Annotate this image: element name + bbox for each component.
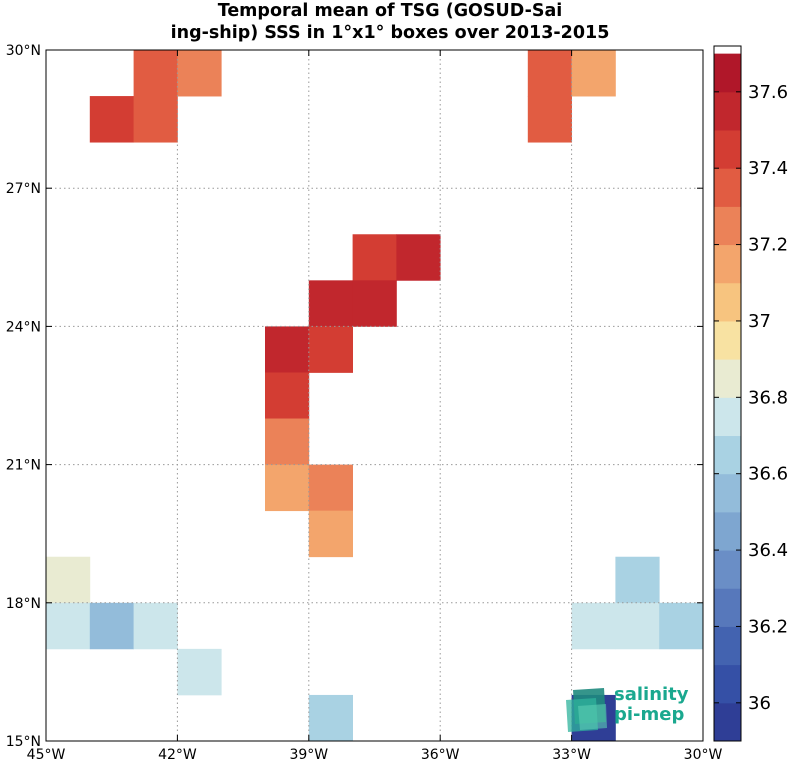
salinity-cell — [352, 234, 397, 281]
colorbar-swatch — [714, 435, 741, 475]
y-tick-label: 24°N — [6, 319, 41, 335]
map-frame — [45, 49, 704, 742]
colorbar-swatch — [714, 168, 741, 207]
x-axis: 45°W 42°W 39°W 36°W 33°W 30°W — [27, 50, 723, 763]
salinity-cell — [133, 50, 178, 97]
colorbar-tick-label: 37.2 — [748, 235, 788, 256]
salinity-pi-mep-logo: salinity pi-mep — [566, 684, 689, 732]
salinity-cell — [308, 280, 353, 327]
salinity-cell — [527, 96, 572, 143]
colorbar-tick-label: 36.2 — [748, 616, 788, 637]
colorbar-frame — [713, 45, 742, 742]
salinity-cell — [659, 602, 704, 650]
x-tick-label: 36°W — [421, 747, 460, 763]
salinity-cell — [177, 50, 222, 97]
salinity-cell — [352, 280, 397, 327]
colorbar-swatch — [714, 320, 741, 360]
colorbar-tick-label: 36 — [748, 693, 771, 714]
x-tick-label: 39°W — [289, 747, 328, 763]
salinity-cell — [265, 372, 310, 419]
x-tick-label: 33°W — [552, 747, 591, 763]
y-tick-label: 27°N — [6, 181, 41, 197]
salinity-cell — [396, 234, 441, 281]
colorbar-swatch — [714, 702, 741, 742]
y-tick-label: 15°N — [6, 734, 41, 750]
salinity-cell — [571, 50, 616, 97]
salinity-cell — [527, 50, 572, 97]
colorbar-swatch — [714, 53, 741, 93]
chart-title-line-1: Temporal mean of TSG (GOSUD-Sai — [217, 1, 563, 21]
logo-mark — [566, 688, 607, 732]
salinity-cells — [46, 50, 704, 742]
salinity-cell — [308, 694, 353, 742]
salinity-cell — [308, 326, 353, 373]
salinity-cell — [46, 602, 91, 650]
salinity-cell — [615, 556, 660, 604]
colorbar-swatch — [714, 282, 741, 322]
salinity-cell — [89, 602, 134, 650]
colorbar-tick-label: 36.8 — [748, 387, 788, 408]
y-tick-label: 30°N — [6, 43, 41, 59]
colorbar-swatch — [714, 397, 741, 437]
salinity-cell — [265, 418, 310, 465]
x-tick-label: 30°W — [684, 747, 723, 763]
salinity-cell — [46, 556, 91, 604]
x-tick-label: 42°W — [158, 747, 197, 763]
salinity-cell — [571, 602, 616, 650]
colorbar-swatch — [714, 588, 741, 627]
colorbar-swatch — [714, 359, 741, 398]
y-tick-label: 18°N — [6, 596, 41, 612]
y-tick-label: 21°N — [6, 458, 41, 474]
logo-text-salinity: salinity — [614, 684, 689, 705]
salinity-cell — [177, 648, 222, 696]
salinity-cell — [89, 96, 134, 143]
salinity-cell — [133, 96, 178, 143]
x-tick-label: 45°W — [27, 747, 66, 763]
dotted-grid — [46, 50, 703, 741]
salinity-cell — [308, 510, 353, 558]
logo-text-pi-mep: pi-mep — [614, 704, 684, 725]
colorbar-tick-label: 37.6 — [748, 82, 788, 103]
chart-title-line-2: ing-ship) SSS in 1°x1° boxes over 2013-2… — [170, 23, 610, 43]
colorbar-swatch — [714, 511, 741, 551]
colorbar-swatch — [714, 473, 741, 513]
colorbar-tick-label: 36.4 — [748, 540, 788, 561]
salinity-cell — [133, 602, 178, 650]
salinity-cell — [615, 602, 660, 650]
colorbar-tick-label: 37 — [748, 311, 771, 332]
colorbar-swatch — [714, 664, 741, 704]
y-axis: 15°N 18°N 21°N 24°N 27°N 30°N — [6, 43, 703, 750]
colorbar: 36 36.2 36.4 36.6 36.8 37 37.2 37.4 37.6 — [713, 45, 788, 742]
colorbar-swatch — [714, 626, 741, 666]
colorbar-swatch — [714, 244, 741, 284]
colorbar-swatch — [714, 550, 741, 589]
colorbar-tick-label: 37.4 — [748, 158, 788, 179]
colorbar-tick-label: 36.6 — [748, 464, 788, 485]
colorbar-swatch — [714, 130, 741, 169]
salinity-cell — [265, 464, 310, 512]
colorbar-swatch — [714, 206, 741, 246]
salinity-cell — [308, 464, 353, 512]
colorbar-swatch — [714, 91, 741, 131]
salinity-cell — [265, 326, 310, 373]
